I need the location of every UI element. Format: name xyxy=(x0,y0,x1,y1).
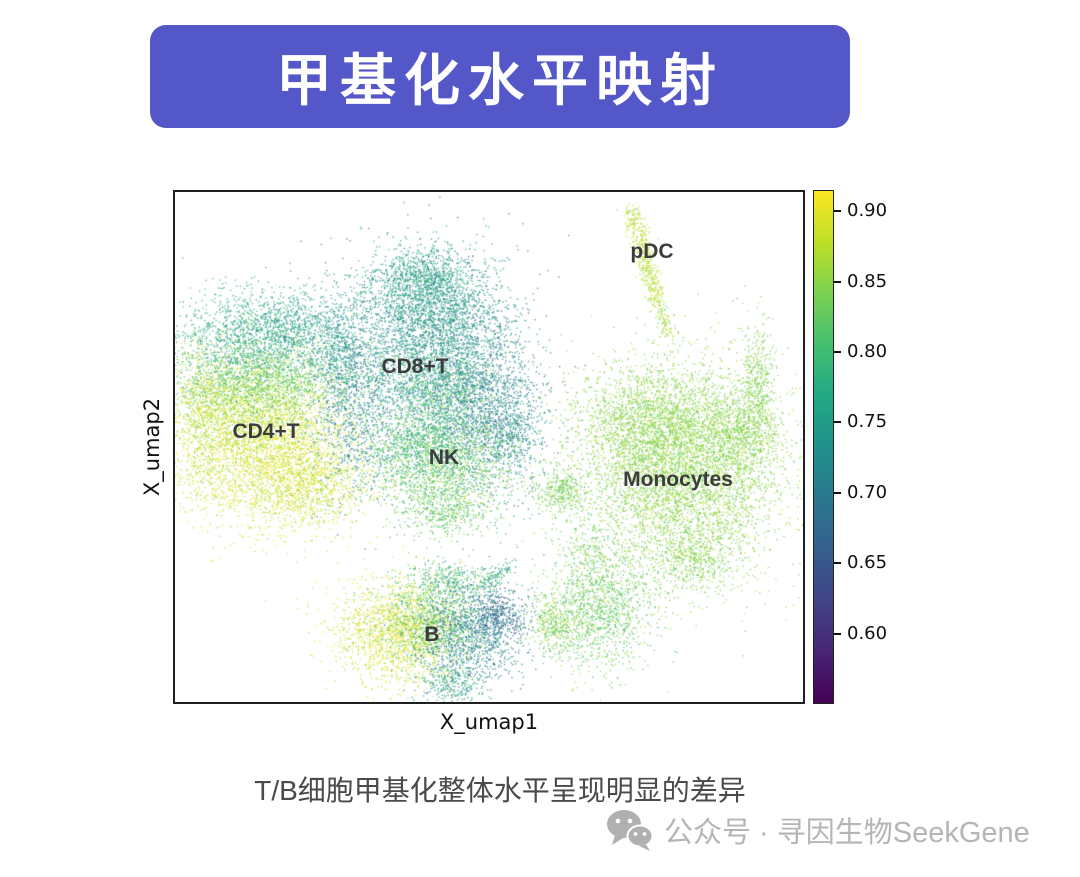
colorbar-tick-mark xyxy=(834,562,841,565)
colorbar-tick-label: 0.65 xyxy=(847,552,888,574)
colorbar-tick-label: 0.80 xyxy=(847,340,888,362)
watermark: 公众号 · 寻因生物SeekGene xyxy=(606,808,1030,852)
colorbar-tick-mark xyxy=(834,632,841,635)
colorbar-tick-label: 0.85 xyxy=(847,270,888,292)
colorbar-tick-mark xyxy=(834,491,841,494)
colorbar-tick-mark xyxy=(834,421,841,424)
cluster-label-pdc: pDC xyxy=(630,240,674,263)
y-axis-label: X_umap2 xyxy=(140,397,164,497)
cluster-label-b: B xyxy=(424,623,440,646)
colorbar-tick-mark xyxy=(834,210,841,213)
colorbar-tick-mark xyxy=(834,350,841,353)
watermark-text: 公众号 · 寻因生物SeekGene xyxy=(664,817,1030,849)
cluster-label-cd4t: CD4+T xyxy=(232,420,300,443)
colorbar-tick-label: 0.70 xyxy=(847,481,888,503)
colorbar-tick-mark xyxy=(834,280,841,283)
title-banner: 甲基化水平映射 xyxy=(150,25,850,128)
colorbar-tick-label: 0.90 xyxy=(847,200,888,222)
cluster-label-monocytes: Monocytes xyxy=(623,468,733,491)
plot-area: CD4+T CD8+T NK Monocytes pDC B xyxy=(173,190,805,704)
colorbar xyxy=(813,190,834,704)
cluster-label-nk: NK xyxy=(428,446,460,469)
colorbar-tick-label: 0.75 xyxy=(847,411,888,433)
page-title: 甲基化水平映射 xyxy=(276,49,724,112)
umap-scatter-canvas xyxy=(175,192,803,702)
figure-caption: T/B细胞甲基化整体水平呈现明显的差异 xyxy=(254,775,746,806)
x-axis-label: X_umap1 xyxy=(439,710,539,734)
wechat-icon xyxy=(607,810,654,851)
colorbar-tick-label: 0.60 xyxy=(847,622,888,644)
cluster-label-cd8t: CD8+T xyxy=(381,355,449,378)
